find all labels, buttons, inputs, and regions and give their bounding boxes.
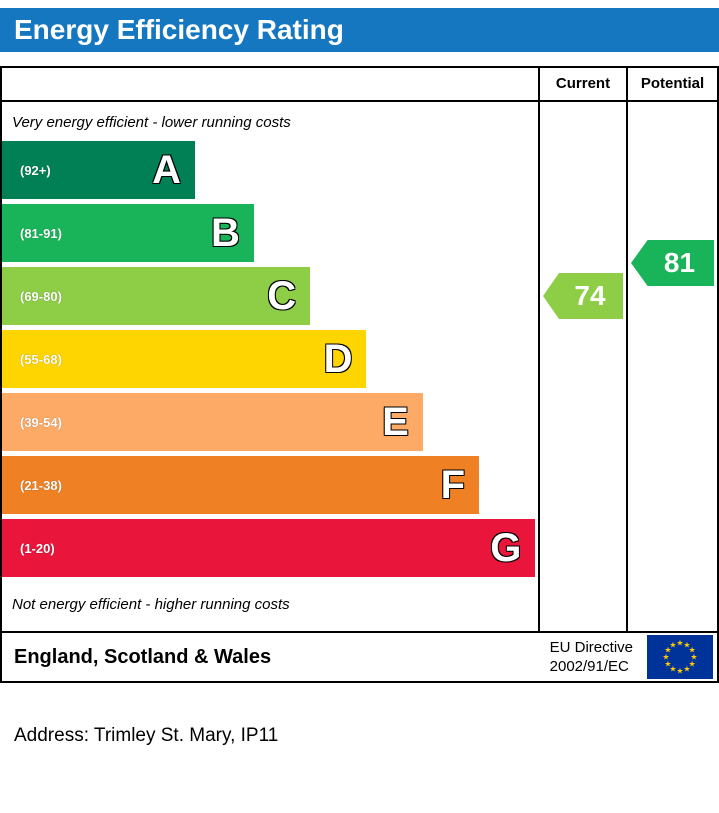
band-bar-c: (69-80) C: [2, 267, 311, 325]
eu-flag-star: ★: [664, 646, 671, 655]
epc-page: Energy Efficiency Rating Current Potenti…: [0, 8, 719, 813]
chart-header-row: Current Potential: [2, 68, 717, 102]
band-bar-d: (55-68) D: [2, 330, 367, 388]
band-letter-c: C: [267, 274, 297, 318]
bands-area: Very energy efficient - lower running co…: [2, 102, 538, 631]
band-row-d: (55-68) D: [2, 330, 538, 388]
current-rating-pointer: 74: [543, 273, 623, 319]
region-label: England, Scotland & Wales: [14, 645, 272, 668]
band-range-d: (55-68): [20, 351, 62, 367]
potential-column-header: Potential: [626, 68, 717, 100]
band-letter-g: G: [490, 526, 522, 570]
current-column-header: Current: [538, 68, 626, 100]
band-letter-b: B: [211, 211, 240, 255]
eu-flag-star: ★: [676, 639, 683, 648]
eu-flag-star: ★: [683, 640, 690, 649]
band-range-e: (39-54): [20, 414, 62, 430]
band-row-f: (21-38) F: [2, 456, 538, 514]
band-bar-g: (1-20) G: [2, 519, 536, 577]
current-column: 74: [538, 102, 626, 631]
band-bar-b: (81-91) B: [2, 204, 254, 262]
bottom-note: Not energy efficient - higher running co…: [12, 596, 290, 613]
footer-bar: England, Scotland & Wales EU Directive 2…: [0, 633, 719, 683]
band-row-b: (81-91) B: [2, 204, 538, 262]
eu-flag-star: ★: [690, 653, 697, 662]
band-letter-a: A: [152, 148, 181, 192]
eu-flag: ★ ★ ★ ★ ★ ★ ★ ★ ★ ★ ★ ★: [647, 635, 713, 679]
eu-directive-text: EU Directive 2002/91/EC: [550, 638, 633, 677]
band-row-g: (1-20) G: [2, 519, 538, 577]
top-note: Very energy efficient - lower running co…: [12, 114, 291, 131]
eu-flag-star: ★: [662, 653, 669, 662]
band-bar-f: (21-38) F: [2, 456, 480, 514]
title-banner: Energy Efficiency Rating: [0, 8, 719, 52]
potential-rating-pointer: 81: [631, 240, 714, 286]
band-letter-e: E: [382, 400, 409, 444]
eu-flag-star: ★: [689, 660, 696, 669]
current-rating-value: 74: [574, 280, 606, 311]
address-line: Address: Trimley St. Mary, IP11: [14, 725, 279, 746]
eu-flag-star: ★: [689, 646, 696, 655]
potential-column: 81: [626, 102, 717, 631]
band-range-f: (21-38): [20, 477, 62, 493]
eu-directive-line1: EU Directive: [549, 638, 633, 656]
eu-flag-star: ★: [669, 665, 676, 674]
band-row-e: (39-54) E: [2, 393, 538, 451]
eu-flag-star: ★: [683, 665, 690, 674]
energy-rating-chart: Current Potential Very energy efficient …: [0, 66, 719, 633]
band-bar-a: (92+) A: [2, 141, 195, 199]
header-spacer: [2, 68, 538, 100]
band-row-a: (92+) A: [2, 141, 538, 199]
band-range-c: (69-80): [20, 288, 62, 304]
band-row-c: (69-80) C: [2, 267, 538, 325]
eu-flag-star: ★: [664, 660, 671, 669]
band-letter-f: F: [440, 463, 466, 507]
eu-flag-field: [647, 635, 713, 679]
band-bar-e: (39-54) E: [2, 393, 423, 451]
band-range-b: (81-91): [20, 225, 62, 241]
band-letter-d: D: [323, 337, 353, 381]
eu-directive-line2: 2002/91/EC: [549, 658, 629, 675]
potential-rating-value: 81: [663, 247, 696, 278]
eu-flag-star: ★: [676, 667, 683, 676]
eu-flag-star: ★: [669, 640, 676, 649]
band-range-a: (92+): [20, 162, 51, 178]
chart-body: Very energy efficient - lower running co…: [2, 102, 717, 631]
band-range-g: (1-20): [20, 540, 55, 556]
